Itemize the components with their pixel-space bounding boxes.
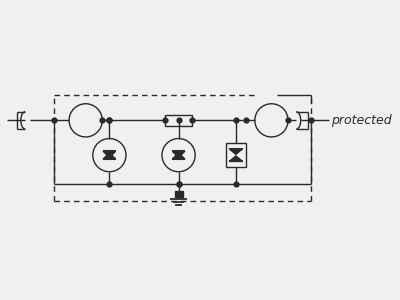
Polygon shape [103,153,116,159]
Polygon shape [229,156,243,161]
Polygon shape [229,149,243,154]
Bar [226,143,246,167]
Text: protected: protected [331,114,391,127]
Bar [175,191,182,197]
Bar [165,115,192,126]
Polygon shape [172,153,185,159]
Polygon shape [172,151,185,158]
Polygon shape [103,151,116,158]
